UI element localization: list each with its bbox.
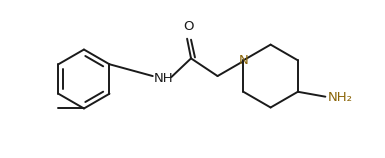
Text: O: O — [183, 20, 193, 33]
Text: NH: NH — [154, 73, 173, 85]
Text: NH₂: NH₂ — [327, 91, 352, 104]
Text: N: N — [238, 54, 248, 67]
